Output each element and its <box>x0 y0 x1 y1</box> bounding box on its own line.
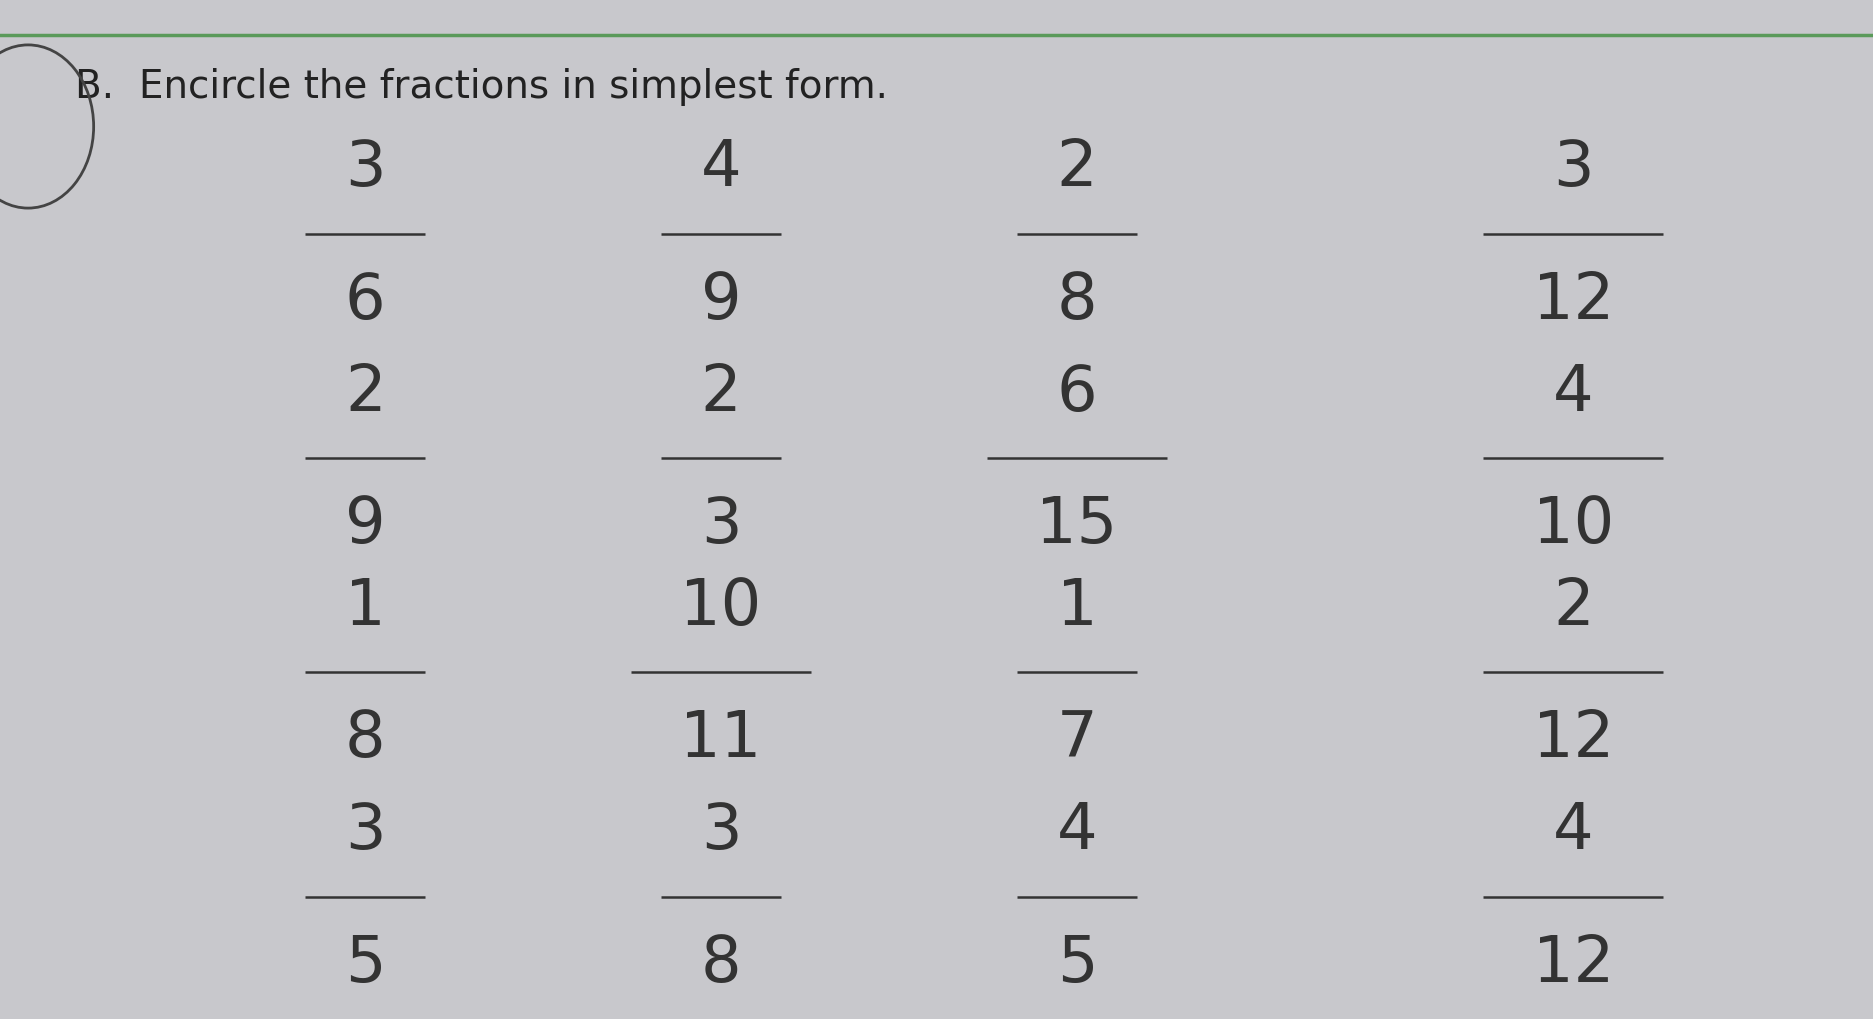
Text: 8: 8 <box>1056 270 1098 331</box>
Text: 5: 5 <box>1056 932 1098 994</box>
Text: 3: 3 <box>701 494 742 555</box>
Text: 1: 1 <box>1056 576 1098 637</box>
Text: 12: 12 <box>1532 708 1615 769</box>
Text: 2: 2 <box>345 362 386 423</box>
Text: 1: 1 <box>345 576 386 637</box>
Text: 5: 5 <box>345 932 386 994</box>
Text: 3: 3 <box>345 800 386 861</box>
Text: 3: 3 <box>345 138 386 199</box>
Text: 2: 2 <box>1056 138 1098 199</box>
Text: 4: 4 <box>1553 800 1594 861</box>
Text: 4: 4 <box>1553 362 1594 423</box>
Text: 4: 4 <box>1056 800 1098 861</box>
Text: 9: 9 <box>701 270 742 331</box>
Text: 7: 7 <box>1056 708 1098 769</box>
Text: 12: 12 <box>1532 932 1615 994</box>
Text: 9: 9 <box>345 494 386 555</box>
Text: 2: 2 <box>1553 576 1594 637</box>
Text: 4: 4 <box>701 138 742 199</box>
Text: 10: 10 <box>1532 494 1615 555</box>
Text: 12: 12 <box>1532 270 1615 331</box>
Text: 6: 6 <box>345 270 386 331</box>
Text: 10: 10 <box>680 576 762 637</box>
Text: 11: 11 <box>680 708 762 769</box>
Text: 8: 8 <box>701 932 742 994</box>
Text: 3: 3 <box>701 800 742 861</box>
Text: 3: 3 <box>1553 138 1594 199</box>
Text: 6: 6 <box>1056 362 1098 423</box>
Text: 15: 15 <box>1036 494 1118 555</box>
Text: 8: 8 <box>345 708 386 769</box>
Text: B.  Encircle the fractions in simplest form.: B. Encircle the fractions in simplest fo… <box>75 67 888 106</box>
Text: 2: 2 <box>701 362 742 423</box>
